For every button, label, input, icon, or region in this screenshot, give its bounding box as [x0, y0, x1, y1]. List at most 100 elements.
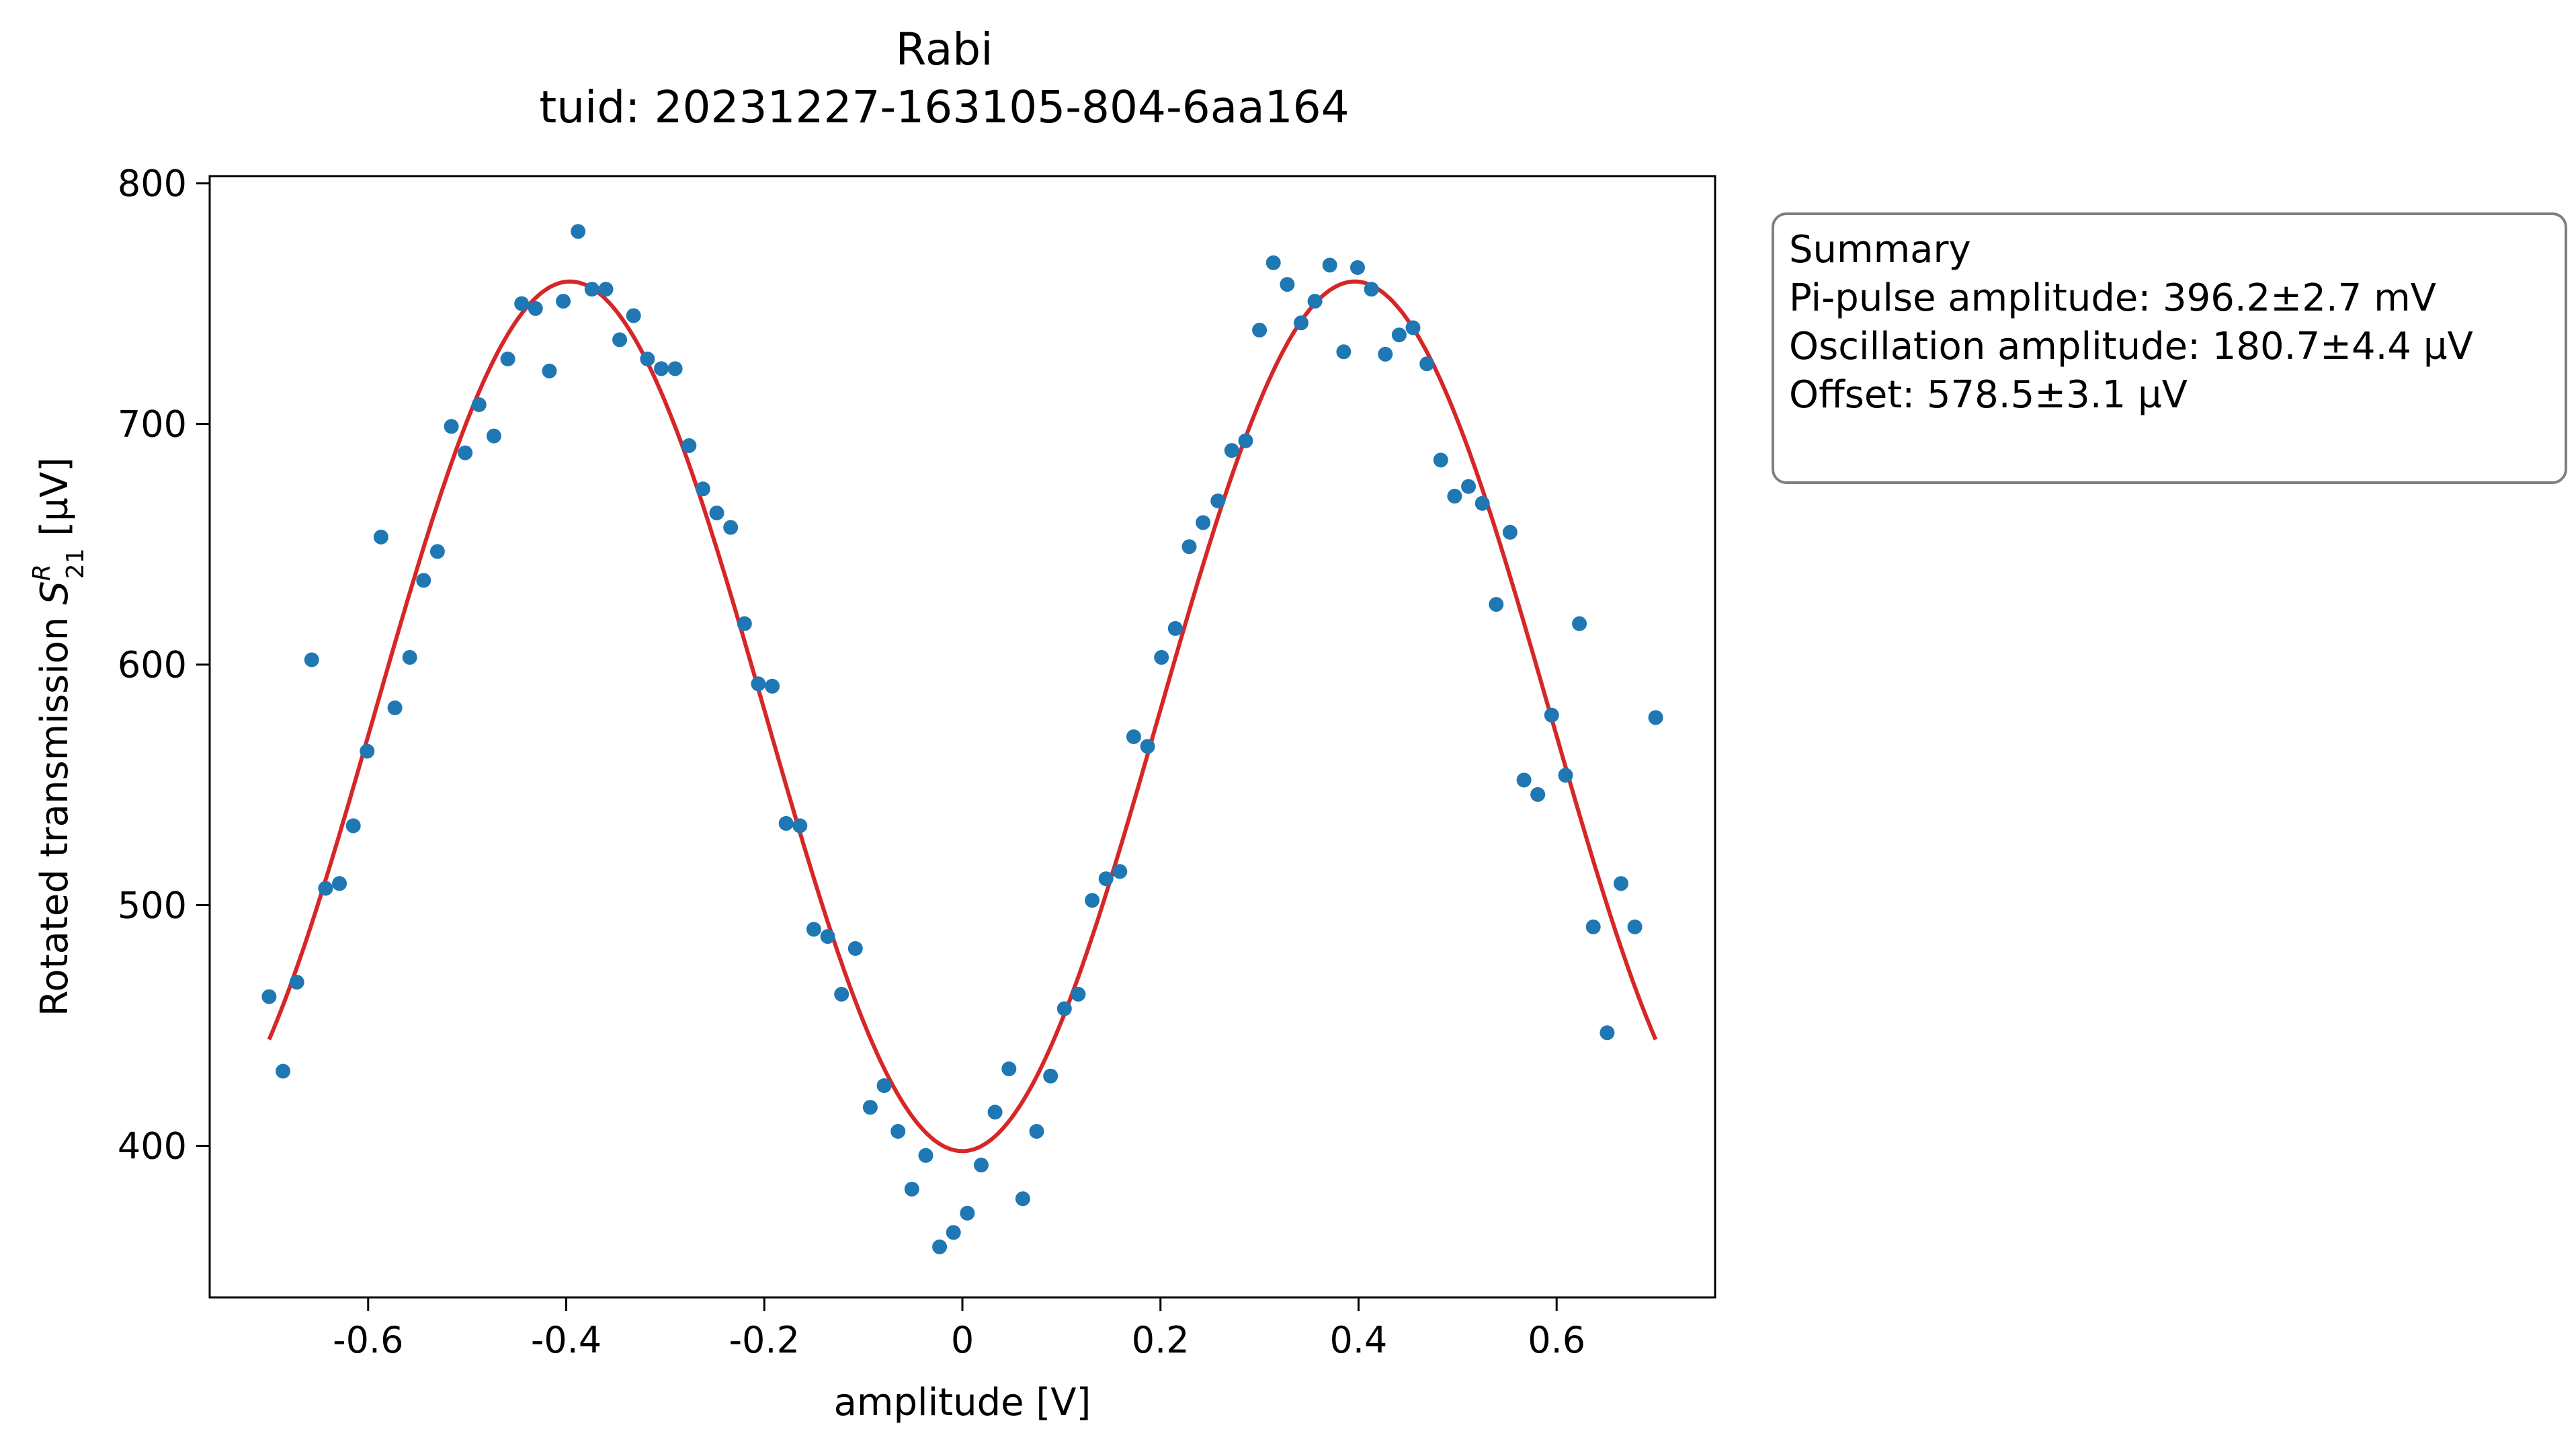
- data-point: [458, 445, 473, 460]
- data-point: [932, 1239, 948, 1254]
- chart-subtitle: tuid: 20231227-163105-804-6aa164: [539, 81, 1349, 133]
- y-tick-label: 700: [118, 403, 187, 446]
- data-point: [737, 616, 752, 631]
- data-point: [1648, 710, 1663, 725]
- data-point: [667, 361, 683, 376]
- summary-legend-line: Pi-pulse amplitude: 396.2±2.7 mV: [1789, 276, 2436, 320]
- x-axis-ticks: -0.6 -0.4 -0.2 0 0.2 0.4 0.6: [333, 1297, 1585, 1361]
- data-point: [765, 678, 780, 694]
- data-point: [612, 332, 628, 348]
- data-point: [1167, 620, 1183, 636]
- data-point: [695, 481, 710, 497]
- data-point: [514, 296, 530, 311]
- data-point: [1350, 260, 1365, 275]
- data-point: [1474, 495, 1490, 511]
- data-point: [890, 1124, 906, 1139]
- data-point: [876, 1078, 892, 1093]
- data-point: [1140, 739, 1155, 754]
- data-point: [471, 397, 487, 412]
- data-point: [1280, 277, 1295, 292]
- data-point: [360, 743, 375, 759]
- data-point: [1336, 344, 1352, 360]
- data-point: [373, 529, 388, 545]
- data-point: [946, 1225, 961, 1240]
- x-tick-label: 0.4: [1330, 1319, 1388, 1361]
- data-point: [1599, 1025, 1615, 1041]
- data-point: [332, 876, 347, 891]
- data-point: [1181, 539, 1197, 555]
- data-point: [1627, 919, 1643, 934]
- data-point: [1015, 1191, 1030, 1207]
- data-point: [1516, 772, 1532, 788]
- data-point: [1098, 871, 1114, 887]
- data-point: [1252, 323, 1268, 338]
- data-point: [1558, 768, 1573, 783]
- data-point: [1307, 294, 1323, 309]
- data-point: [289, 975, 304, 990]
- data-point: [429, 544, 445, 559]
- data-point: [904, 1181, 919, 1197]
- data-point: [500, 352, 515, 366]
- y-axis-label-unit: [µV]: [33, 457, 77, 548]
- data-point: [778, 815, 794, 831]
- data-point: [1154, 649, 1169, 665]
- data-point: [834, 987, 849, 1002]
- data-point: [1238, 433, 1253, 448]
- data-point: [1447, 489, 1462, 504]
- y-tick-label: 600: [118, 644, 187, 686]
- data-point: [1112, 864, 1128, 879]
- data-point: [751, 676, 766, 692]
- y-axis-label-prefix: Rotated transmission: [33, 605, 77, 1016]
- data-point: [318, 881, 333, 896]
- data-point: [304, 652, 319, 668]
- data-point: [640, 352, 655, 366]
- data-point: [1001, 1061, 1017, 1076]
- data-point: [1210, 493, 1226, 509]
- chart-title: Rabi: [895, 24, 993, 75]
- data-point: [626, 308, 641, 323]
- data-point: [1224, 443, 1239, 458]
- summary-legend-line: Summary: [1789, 228, 1971, 272]
- data-point: [974, 1158, 989, 1173]
- summary-legend-line: Oscillation amplitude: 180.7±4.4 µV: [1789, 325, 2473, 368]
- summary-legend-box: [1772, 212, 2567, 484]
- x-tick-label: 0: [951, 1319, 974, 1361]
- x-tick-label: 0.2: [1132, 1319, 1190, 1361]
- x-tick-label: -0.2: [729, 1319, 800, 1361]
- data-point: [387, 700, 403, 715]
- x-tick-label: -0.4: [531, 1319, 601, 1361]
- data-point: [862, 1100, 878, 1115]
- data-point: [556, 294, 571, 309]
- data-points: [261, 224, 1663, 1254]
- data-point: [528, 300, 543, 316]
- y-tick-label: 400: [118, 1125, 187, 1167]
- data-point: [1265, 255, 1281, 270]
- data-point: [416, 573, 431, 588]
- y-tick-label: 800: [118, 163, 187, 205]
- data-point: [987, 1104, 1003, 1120]
- data-point: [1378, 346, 1393, 362]
- data-point: [1071, 987, 1086, 1002]
- data-point: [1585, 919, 1601, 934]
- data-point: [681, 438, 697, 453]
- data-point: [1433, 452, 1448, 468]
- y-axis-label-symbol: S: [33, 581, 77, 605]
- data-point: [1056, 1001, 1072, 1016]
- x-tick-label: -0.6: [333, 1319, 403, 1361]
- x-axis-label: amplitude [V]: [834, 1381, 1091, 1424]
- data-point: [1614, 876, 1628, 891]
- data-point: [1405, 320, 1421, 335]
- data-point: [1572, 616, 1587, 631]
- data-point: [847, 941, 863, 956]
- data-point: [1029, 1124, 1044, 1139]
- data-point: [1322, 257, 1337, 273]
- y-axis-label-subscript: 21: [62, 548, 89, 579]
- data-point: [806, 922, 821, 937]
- data-point: [1502, 524, 1518, 540]
- data-point: [598, 282, 614, 297]
- data-point: [792, 818, 808, 834]
- data-point: [261, 989, 277, 1004]
- data-point: [820, 929, 835, 944]
- plot-area: [210, 176, 1715, 1297]
